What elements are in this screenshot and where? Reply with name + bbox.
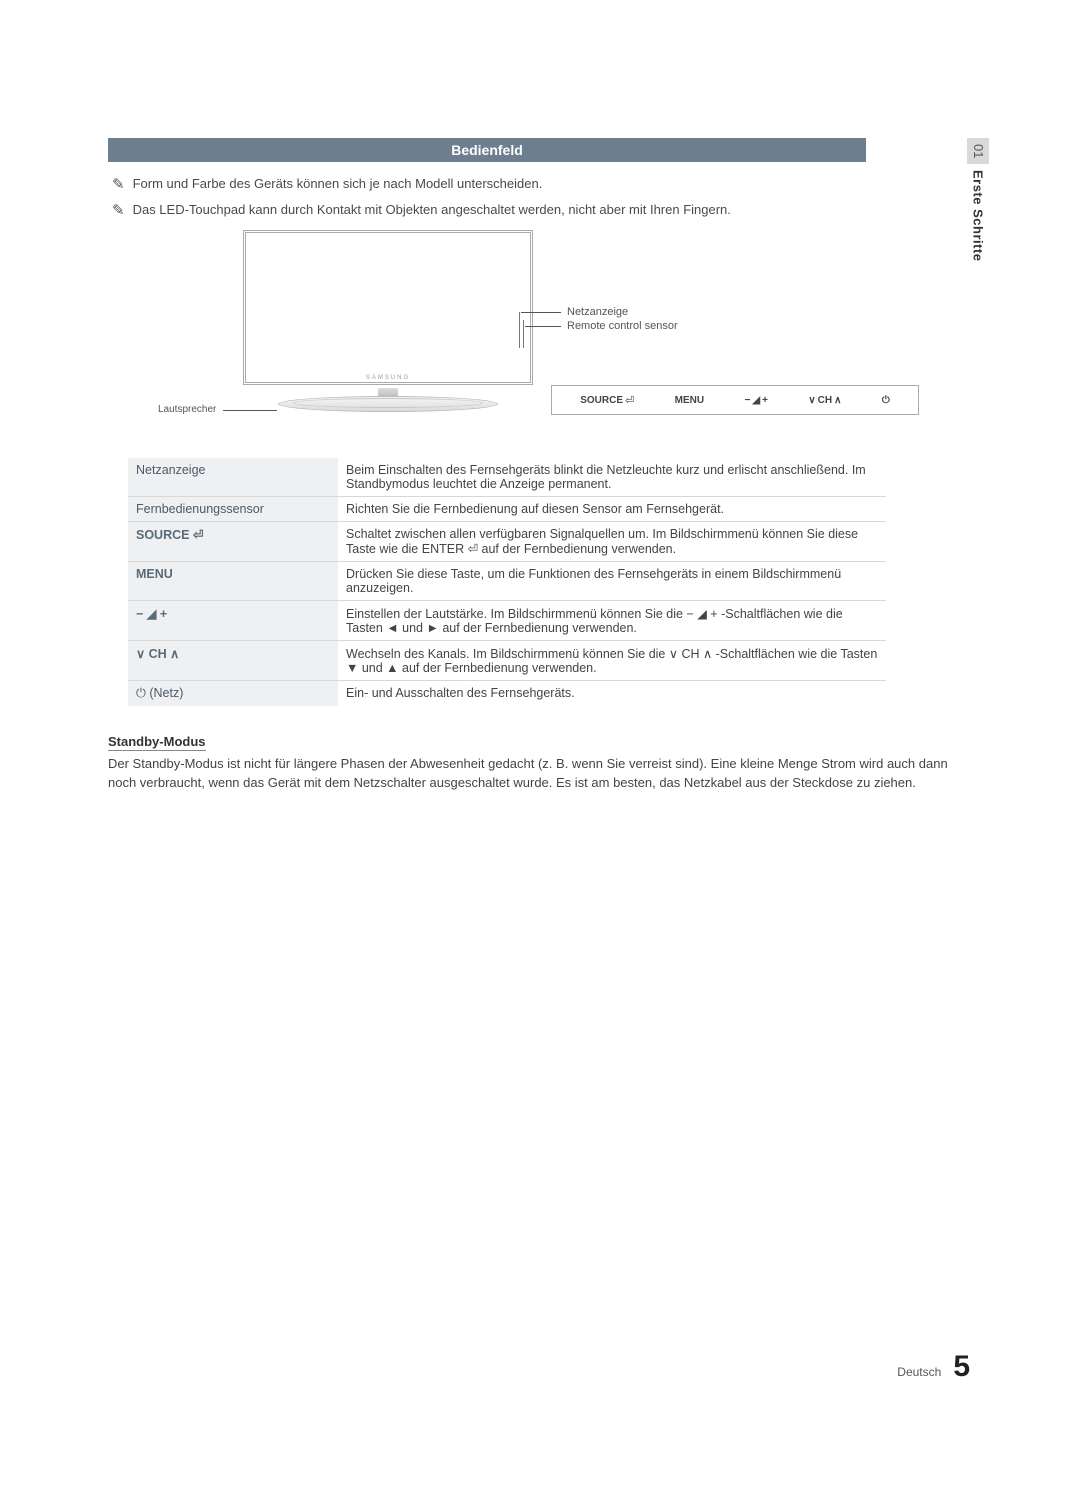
vol-minus-icon: −	[745, 395, 751, 406]
definition-desc: Einstellen der Lautstärke. Im Bildschirm…	[338, 601, 886, 641]
callout-label-sensor: Remote control sensor	[567, 320, 678, 332]
table-row: ⏻ (Netz)Ein- und Ausschalten des Fernseh…	[128, 681, 886, 707]
panel-channel: ∨ CH ∧	[808, 395, 841, 406]
tv-diagram: SAMSUNG Netzanzeige Remote control senso…	[163, 230, 923, 440]
definition-label: Netzanzeige	[128, 458, 338, 497]
footer-page-number: 5	[953, 1350, 970, 1384]
callout-label-power: Netzanzeige	[567, 306, 628, 318]
tv-logo: SAMSUNG	[366, 375, 410, 381]
definition-label: − ◢ +	[128, 601, 338, 641]
note-text: Form und Farbe des Geräts können sich je…	[133, 176, 543, 191]
definition-desc: Drücken Sie diese Taste, um die Funktion…	[338, 562, 886, 601]
indicator-bar-2	[523, 320, 527, 348]
definition-label: MENU	[128, 562, 338, 601]
page-content: Bedienfeld ✎ Form und Farbe des Geräts k…	[108, 138, 978, 793]
panel-source: SOURCE⏎	[580, 394, 634, 407]
table-row: FernbedienungssensorRichten Sie die Fern…	[128, 497, 886, 522]
tv-screen	[243, 230, 533, 385]
tv-stand-base-inner	[293, 398, 483, 408]
callout-label-speaker: Lautsprecher	[158, 404, 216, 415]
section-header: Bedienfeld	[108, 138, 866, 162]
callout-line-speaker	[223, 410, 277, 411]
table-row: SOURCE ⏎Schaltet zwischen allen verfügba…	[128, 522, 886, 562]
table-row: NetzanzeigeBeim Einschalten des Fernsehg…	[128, 458, 886, 497]
definition-label: ∨ CH ∧	[128, 641, 338, 681]
definition-desc: Wechseln des Kanals. Im Bildschirmmenü k…	[338, 641, 886, 681]
definition-desc: Ein- und Ausschalten des Fernsehgeräts.	[338, 681, 886, 707]
definition-label: ⏻ (Netz)	[128, 681, 338, 707]
panel-ch-label: CH	[818, 395, 832, 406]
button-panel: SOURCE⏎ MENU − ◢ + ∨ CH ∧ ⏻	[551, 385, 919, 415]
note-1: ✎ Form und Farbe des Geräts können sich …	[112, 176, 952, 194]
volume-icon: ◢	[752, 395, 760, 406]
callout-line-power	[521, 312, 561, 313]
definition-desc: Beim Einschalten des Fernsehgeräts blink…	[338, 458, 886, 497]
table-row: ∨ CH ∧Wechseln des Kanals. Im Bildschirm…	[128, 641, 886, 681]
callout-line-sensor	[525, 326, 561, 327]
definition-desc: Schaltet zwischen allen verfügbaren Sign…	[338, 522, 886, 562]
definitions-table: NetzanzeigeBeim Einschalten des Fernsehg…	[128, 458, 886, 706]
standby-heading: Standby-Modus	[108, 734, 206, 751]
table-row: − ◢ +Einstellen der Lautstärke. Im Bilds…	[128, 601, 886, 641]
ch-down-icon: ∨	[808, 395, 815, 406]
table-row: MENUDrücken Sie diese Taste, um die Funk…	[128, 562, 886, 601]
page-footer: Deutsch 5	[897, 1350, 970, 1384]
definition-label: SOURCE ⏎	[128, 522, 338, 562]
ch-up-icon: ∧	[834, 395, 841, 406]
footer-language: Deutsch	[897, 1365, 941, 1379]
note-icon: ✎	[112, 175, 125, 193]
vol-plus-icon: +	[762, 395, 768, 406]
note-2: ✎ Das LED-Touchpad kann durch Kontakt mi…	[112, 202, 952, 220]
panel-volume: − ◢ +	[745, 395, 768, 406]
power-icon: ⏻	[882, 395, 890, 406]
standby-body: Der Standby-Modus ist nicht für längere …	[108, 755, 968, 793]
note-icon: ✎	[112, 201, 125, 219]
panel-menu: MENU	[675, 395, 704, 406]
definition-label: Fernbedienungssensor	[128, 497, 338, 522]
panel-source-label: SOURCE	[580, 395, 623, 406]
note-text: Das LED-Touchpad kann durch Kontakt mit …	[133, 202, 731, 217]
definition-desc: Richten Sie die Fernbedienung auf diesen…	[338, 497, 886, 522]
enter-icon: ⏎	[625, 394, 634, 407]
